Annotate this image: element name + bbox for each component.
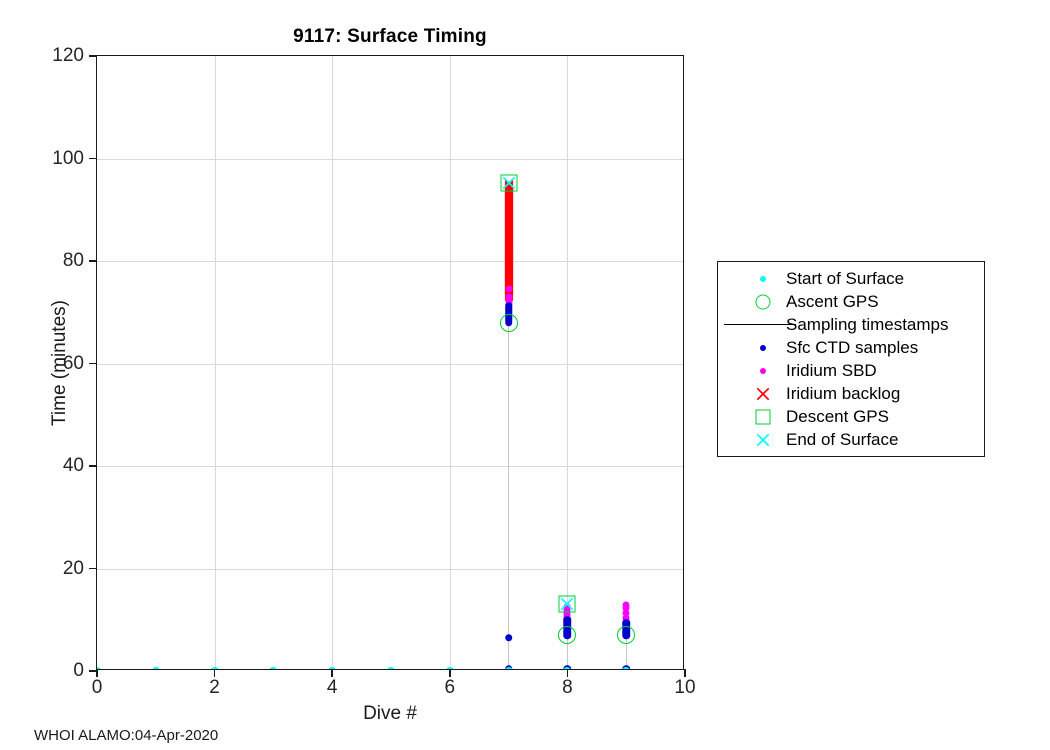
legend-marker-dot-icon bbox=[718, 359, 786, 382]
gridline-vertical bbox=[449, 56, 451, 669]
sampling-timestamp-line bbox=[508, 183, 510, 669]
gridline-vertical bbox=[332, 56, 334, 669]
legend-item-end-of-surface[interactable]: End of Surface bbox=[718, 428, 984, 451]
start-of-surface-marker bbox=[151, 667, 160, 669]
legend-item-iridium-backlog[interactable]: Iridium backlog bbox=[718, 382, 984, 405]
y-axis-tick bbox=[89, 55, 97, 57]
legend-marker-circle-icon bbox=[718, 290, 786, 313]
y-axis-tick bbox=[89, 362, 97, 365]
x-axis-tick bbox=[566, 669, 569, 677]
y-axis-tick bbox=[89, 157, 97, 160]
y-axis-tick bbox=[89, 465, 97, 467]
y-axis-tick-label: 120 bbox=[52, 45, 84, 66]
x-axis-tick-label: 0 bbox=[91, 677, 103, 698]
legend-marker-dot-icon bbox=[718, 267, 786, 290]
x-axis-tick-label: 6 bbox=[444, 677, 456, 698]
legend-item-label: Iridium backlog bbox=[786, 383, 901, 403]
legend-x-icon bbox=[756, 387, 770, 400]
legend-square-icon bbox=[755, 409, 771, 424]
legend-item-ascent-gps[interactable]: Ascent GPS bbox=[718, 290, 984, 313]
gridline-horizontal bbox=[97, 466, 683, 467]
x-axis-tick bbox=[449, 669, 451, 677]
sampling-timestamp-line bbox=[566, 604, 568, 669]
x-axis-tick-label: 4 bbox=[326, 677, 338, 698]
legend-dot-icon bbox=[760, 344, 766, 351]
legend-marker-x-icon bbox=[718, 428, 786, 451]
legend-marker-square-icon bbox=[718, 405, 786, 428]
start-of-surface-marker bbox=[387, 667, 395, 669]
x-axis-tick bbox=[213, 669, 216, 677]
legend-item-label: Ascent GPS bbox=[786, 291, 879, 311]
legend-marker-x-icon bbox=[718, 382, 786, 405]
legend-item-label: Descent GPS bbox=[786, 406, 889, 426]
legend-line-icon bbox=[724, 324, 796, 326]
y-axis-tick bbox=[89, 567, 97, 570]
gridline-vertical bbox=[214, 56, 216, 669]
gridline-horizontal bbox=[97, 158, 683, 160]
x-axis-tick bbox=[331, 669, 333, 677]
y-axis-title: Time (minutes) bbox=[49, 300, 70, 426]
y-axis-tick-label: 80 bbox=[62, 250, 84, 271]
gridline-horizontal bbox=[97, 568, 683, 570]
y-axis-tick bbox=[89, 670, 97, 672]
legend-dot-icon bbox=[760, 367, 766, 374]
x-axis-tick-label: 10 bbox=[674, 677, 696, 698]
legend-item-sampling-timestamps[interactable]: Sampling timestamps bbox=[718, 313, 984, 336]
legend-marker-line-icon bbox=[718, 313, 796, 336]
page-title: 9117: Surface Timing bbox=[293, 26, 487, 47]
legend-item-label: Start of Surface bbox=[786, 268, 905, 288]
plot-area bbox=[97, 56, 683, 669]
footer-note: WHOI ALAMO:04-Apr-2020 bbox=[34, 727, 219, 744]
x-axis-tick-label: 8 bbox=[562, 677, 573, 698]
legend-item-label: Iridium SBD bbox=[786, 360, 877, 380]
gridline-horizontal bbox=[97, 261, 683, 262]
x-axis-title: Dive # bbox=[363, 703, 417, 724]
y-axis-tick-label: 20 bbox=[62, 557, 84, 579]
start-of-surface-marker bbox=[269, 667, 278, 669]
legend-x-icon bbox=[756, 433, 770, 446]
plot-axes: 0 20 40 60 80 100 120 0 2 4 6 8 10 Time (minutes) bbox=[49, 45, 696, 698]
legend-item-label: Sampling timestamps bbox=[786, 314, 949, 334]
x-axis-tick bbox=[96, 669, 98, 677]
gridline-horizontal bbox=[97, 363, 683, 365]
y-axis-tick bbox=[89, 260, 97, 262]
sampling-timestamp-line bbox=[625, 604, 627, 669]
chart-legend: Start of Surface Ascent GPS Sampling times… bbox=[717, 261, 985, 457]
legend-item-iridium-sbd[interactable]: Iridium SBD bbox=[718, 359, 984, 382]
x-axis-tick bbox=[684, 669, 686, 677]
y-axis-tick-label: 0 bbox=[73, 660, 84, 681]
legend-item-sfc-ctd-samples[interactable]: Sfc CTD samples bbox=[718, 336, 984, 359]
legend-circle-icon bbox=[755, 294, 771, 309]
legend-item-label: Sfc CTD samples bbox=[786, 337, 919, 357]
y-axis-tick-label: 40 bbox=[62, 455, 84, 476]
x-axis-tick-label: 2 bbox=[209, 677, 220, 698]
legend-item-label: End of Surface bbox=[786, 429, 899, 449]
legend-item-descent-gps[interactable]: Descent GPS bbox=[718, 405, 984, 428]
y-axis-tick-label: 60 bbox=[62, 352, 84, 374]
gridline-vertical bbox=[567, 56, 569, 669]
y-axis-tick-label: 100 bbox=[52, 147, 84, 169]
legend-marker-dot-icon bbox=[718, 336, 786, 359]
legend-item-start-of-surface[interactable]: Start of Surface bbox=[718, 267, 984, 290]
legend-dot-icon bbox=[760, 275, 766, 282]
